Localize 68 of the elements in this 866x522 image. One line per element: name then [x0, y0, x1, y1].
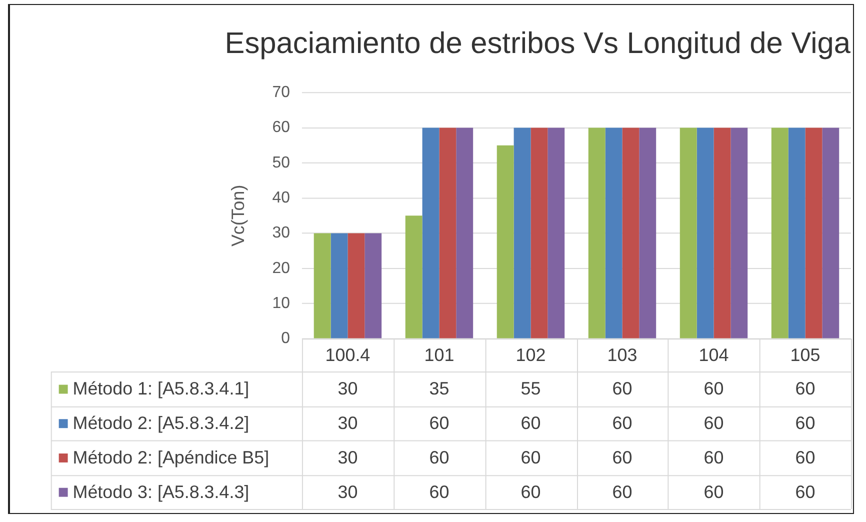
bar: [405, 216, 422, 338]
bar: [730, 128, 748, 338]
data-label: 60: [795, 413, 816, 434]
data-label: 60: [520, 447, 541, 468]
data-label: 30: [338, 447, 358, 468]
y-tick-label: 30: [272, 224, 290, 242]
bar: [696, 128, 714, 338]
data-label: 60: [612, 378, 632, 399]
data-label: 60: [520, 413, 541, 434]
data-label: 60: [795, 482, 816, 502]
bar: [439, 128, 456, 338]
y-tick-label: 60: [272, 119, 290, 136]
legend-label: Método 3: [A5.8.3.4.3]: [72, 482, 250, 502]
y-axis-title: Vc(Ton): [228, 184, 248, 247]
bar: [622, 128, 640, 338]
data-label: 60: [520, 482, 541, 502]
bar: [314, 233, 331, 338]
bar: [456, 128, 474, 338]
data-label: 60: [704, 482, 724, 502]
data-label: 55: [520, 378, 541, 399]
bar: [364, 233, 382, 338]
bar: [588, 128, 606, 338]
chart-title: Espaciamiento de estribos Vs Longitud de Viga: [224, 27, 851, 60]
bar: [639, 128, 656, 338]
data-label: 35: [429, 378, 450, 399]
x-tick-label: 103: [607, 345, 638, 366]
data-label: 30: [338, 413, 358, 434]
data-label: 60: [612, 413, 632, 434]
data-label: 60: [612, 482, 632, 502]
data-label: 60: [429, 482, 450, 502]
y-tick-label: 50: [272, 154, 290, 172]
data-label: 60: [795, 378, 816, 399]
bar: [771, 128, 788, 338]
bar: [330, 233, 348, 338]
data-label: 60: [429, 413, 450, 434]
bar: [530, 128, 548, 338]
x-tick-label: 102: [516, 345, 546, 366]
data-label: 60: [429, 447, 450, 468]
y-tick-label: 70: [272, 84, 290, 102]
data-label: 60: [795, 447, 816, 468]
bar: [548, 128, 565, 338]
legend-label: Método 1: [A5.8.3.4.1]: [72, 378, 250, 399]
bar: [348, 233, 365, 338]
data-label: 30: [338, 482, 358, 502]
bar: [788, 128, 806, 338]
y-tick-label: 40: [272, 189, 290, 206]
y-tick-label: 0: [281, 330, 290, 348]
x-tick-label: 105: [790, 345, 820, 366]
bar: [805, 128, 822, 338]
y-tick-label: 10: [272, 294, 290, 312]
data-label: 60: [704, 413, 724, 434]
data-label: 60: [704, 447, 724, 468]
data-label: 30: [338, 378, 358, 399]
bar: [605, 128, 622, 338]
bar: [496, 145, 514, 338]
legend-label: Método 2: [A5.8.3.4.2]: [72, 413, 250, 434]
bar: [422, 128, 440, 338]
bar: [680, 128, 697, 338]
bar: [514, 128, 531, 338]
data-label: 60: [704, 378, 724, 399]
x-tick-label: 101: [424, 345, 454, 366]
bar: [822, 128, 840, 338]
bar: [714, 128, 731, 338]
legend-label: Método 2: [Apéndice B5]: [72, 447, 270, 468]
x-tick-label: 104: [698, 345, 729, 366]
x-tick-label: 100.4: [325, 345, 370, 366]
y-tick-label: 20: [272, 260, 290, 277]
data-label: 60: [612, 447, 632, 468]
